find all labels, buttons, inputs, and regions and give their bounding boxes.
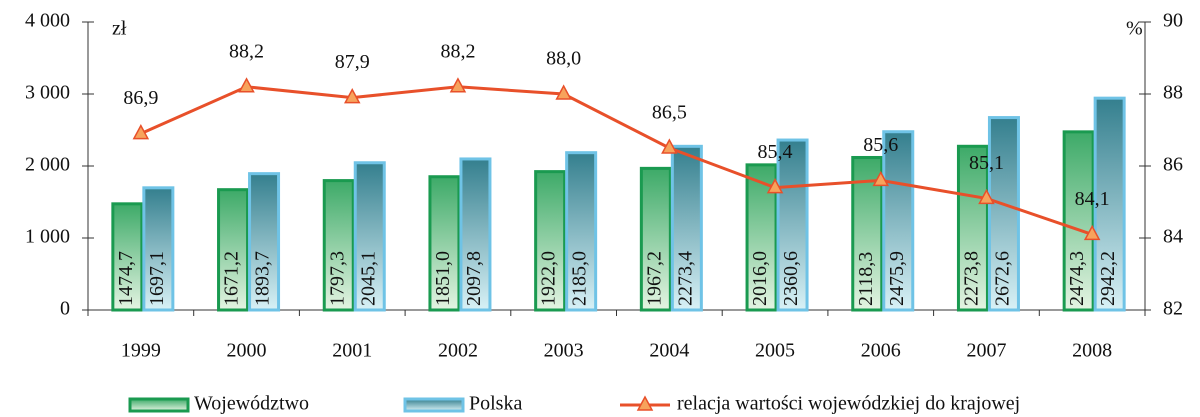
y-tick-label: 2 000 [25, 154, 70, 176]
marker [449, 77, 467, 93]
x-tick-label: 2000 [227, 340, 267, 362]
value-label: 1697,1 [146, 251, 168, 306]
value-label: 88,2 [229, 40, 264, 62]
bar [882, 130, 915, 312]
x-tick-label: 2005 [755, 340, 795, 362]
marker [978, 188, 995, 205]
x-tick-label: 2003 [544, 340, 584, 362]
value-label: 2097,8 [463, 251, 485, 306]
value-label: 2016,0 [749, 251, 771, 306]
legend-swatch [128, 397, 190, 413]
y2-tick-label: 84 [1163, 226, 1183, 248]
legend-marker [636, 395, 654, 411]
value-label: 2475,9 [886, 251, 908, 306]
marker [132, 124, 150, 140]
value-label: 86,9 [123, 87, 158, 109]
legend-label: Polska [469, 393, 522, 415]
bar [670, 144, 703, 312]
value-label: 88,0 [546, 48, 581, 70]
x-tick-label: 2008 [1072, 340, 1112, 362]
value-label: 2273,8 [961, 251, 983, 306]
bar [217, 188, 250, 312]
y-tick-label: 0 [60, 298, 70, 320]
value-label: 1797,3 [326, 251, 348, 306]
value-label: 2672,6 [992, 251, 1014, 306]
value-label: 88,2 [440, 40, 475, 62]
marker [766, 178, 784, 194]
bar [428, 175, 461, 312]
value-label: 2942,2 [1097, 251, 1119, 306]
bar [1093, 96, 1126, 312]
y2-tick-label: 86 [1163, 154, 1183, 176]
x-tick-label: 2001 [332, 340, 372, 362]
bar [353, 161, 386, 312]
value-label: 1967,2 [643, 251, 665, 306]
marker [872, 170, 890, 187]
y2-axis-label: % [1126, 18, 1143, 40]
bar [322, 179, 355, 312]
y2-tick-label: 88 [1163, 82, 1183, 104]
bar [956, 144, 989, 312]
bar [987, 116, 1020, 312]
marker [238, 77, 255, 93]
value-label: 85,6 [863, 134, 898, 156]
bar [639, 166, 672, 312]
value-label: 85,4 [758, 141, 793, 163]
value-label: 85,1 [969, 152, 1004, 174]
value-label: 84,1 [1075, 188, 1110, 210]
bar [1062, 130, 1095, 312]
bar [248, 172, 281, 312]
value-label: 2185,0 [569, 251, 591, 306]
y2-tick-label: 90 [1163, 10, 1183, 32]
marker [343, 88, 361, 104]
y-tick-label: 4 000 [25, 10, 70, 32]
y-tick-label: 3 000 [25, 82, 70, 104]
x-tick-label: 2002 [438, 340, 478, 362]
value-label: 2360,6 [780, 251, 802, 306]
value-label: 2273,4 [674, 251, 696, 306]
x-tick-label: 1999 [121, 340, 161, 362]
legend-label: relacja wartości wojewódzkiej do krajowe… [677, 393, 1020, 415]
legend-label: Województwo [194, 393, 309, 415]
legend-swatch [403, 397, 465, 413]
bar [565, 151, 598, 312]
line [140, 85, 1093, 236]
value-label: 1671,2 [221, 251, 243, 306]
bar [459, 157, 492, 312]
y-tick-label: 1 000 [25, 226, 70, 248]
value-label: 2118,3 [855, 252, 877, 306]
bar [111, 202, 144, 312]
value-label: 1922,0 [538, 251, 560, 306]
x-tick-label: 2007 [966, 340, 1006, 362]
y-axis-label: zł [112, 18, 127, 40]
value-label: 1474,7 [115, 251, 137, 306]
bar [534, 170, 567, 312]
x-tick-label: 2006 [861, 340, 901, 362]
value-label: 2474,3 [1066, 251, 1088, 306]
marker [555, 84, 572, 100]
value-label: 87,9 [335, 51, 370, 73]
value-label: 86,5 [652, 102, 687, 124]
value-label: 1893,7 [252, 251, 274, 306]
marker [1083, 224, 1101, 241]
marker [661, 138, 678, 154]
x-tick-label: 2004 [649, 340, 689, 362]
bar [776, 138, 809, 312]
value-label: 2045,1 [357, 251, 379, 306]
y2-tick-label: 82 [1163, 298, 1183, 320]
bar [142, 186, 175, 312]
value-label: 1851,0 [432, 251, 454, 306]
